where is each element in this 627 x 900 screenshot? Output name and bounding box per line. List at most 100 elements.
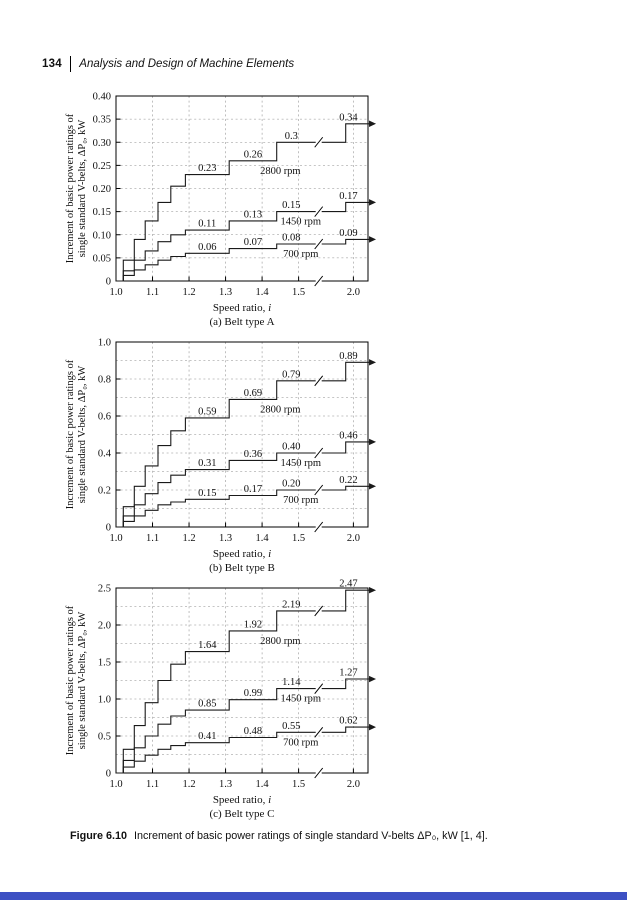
x-tick-label: 1.5 (292, 779, 305, 790)
series-1450-rpm: 0.31 0.36 0.40 0.46 1450 rpm (116, 430, 377, 528)
x-tick-label: 1.0 (109, 779, 122, 790)
x-axis-break-mark (314, 767, 324, 779)
value-label: 2.47 (339, 579, 357, 590)
curve-break-mark (314, 447, 324, 459)
value-label: 1.92 (244, 619, 262, 630)
value-label: 0.23 (198, 163, 216, 174)
x-tick-label: 1.2 (182, 287, 195, 298)
series-name-label: 700 rpm (283, 737, 318, 748)
value-label: 0.99 (244, 688, 262, 699)
series-name-label: 2800 rpm (260, 166, 301, 177)
x-tick-label: 1.2 (182, 533, 195, 544)
y-tick-label: 0.4 (98, 449, 112, 460)
y-tick-label: 0.05 (93, 253, 111, 264)
value-label: 0.11 (198, 219, 216, 230)
y-tick-label: 2.5 (98, 584, 111, 595)
y-axis-title-line1: Increment of basic power ratings of (65, 113, 76, 263)
series-name-label: 700 rpm (283, 249, 318, 260)
x-axis-title: Speed ratio, i (213, 794, 271, 806)
x-tick-label: 1.5 (292, 533, 305, 544)
value-label: 0.59 (198, 406, 216, 417)
arrow-head-icon (369, 675, 377, 683)
step-curve (116, 201, 370, 282)
chart-belt-type-b: 0 0.2 0.4 0.6 0.8 1.0 1.0 1.1 1.2 1.3 1.4 1.5 2.0 0.5… (65, 338, 377, 574)
running-head: Analysis and Design of Machine Elements (79, 58, 295, 70)
y-axis-title-line2: single standard V-belts, ΔP₀, kW (77, 612, 88, 750)
chart-belt-type-a: 0 0.05 0.10 0.15 0.20 0.25 0.30 0.35 0.40 1.0 1.1 1… (65, 92, 377, 328)
y-tick-label: 0 (106, 769, 111, 780)
y-tick-label: 0.6 (98, 412, 111, 423)
value-label: 0.41 (198, 731, 216, 742)
gridlines (116, 96, 368, 281)
x-axis-title: Speed ratio, i (213, 548, 271, 560)
curve-break-mark (314, 136, 324, 148)
series-name-label: 700 rpm (283, 495, 318, 506)
curve-break-mark (314, 206, 324, 217)
series-2800-rpm: 1.64 1.92 2.19 2.47 2800 rpm (116, 579, 377, 774)
value-label: 0.48 (244, 726, 262, 737)
value-label: 0.20 (282, 479, 300, 490)
chart-subcaption: (c) Belt type C (209, 808, 274, 820)
arrow-head-icon (369, 199, 377, 206)
arrow-head-icon (369, 587, 377, 594)
page-number: 134 (42, 58, 62, 70)
arrow-head-icon (369, 120, 377, 127)
x-tick-label: 2.0 (347, 287, 360, 298)
series-2800-rpm: 0.59 0.69 0.79 0.89 2800 rpm (116, 351, 377, 528)
curve-break-mark (314, 375, 324, 387)
y-tick-label: 0 (106, 277, 111, 288)
value-label: 0.13 (244, 209, 262, 220)
step-curve (116, 361, 370, 528)
value-label: 0.07 (244, 237, 262, 248)
value-label: 1.64 (198, 640, 217, 651)
value-label: 0.15 (198, 488, 216, 499)
step-curve (116, 589, 370, 774)
page-header: 134 Analysis and Design of Machine Eleme… (42, 56, 294, 72)
y-tick-label: 1.0 (98, 338, 111, 349)
value-label: 0.46 (339, 430, 357, 441)
value-label: 0.17 (244, 484, 262, 495)
y-axis-title-line2: single standard V-belts, ΔP₀, kW (77, 366, 88, 504)
curve-break-mark (314, 726, 324, 738)
step-curve (116, 485, 370, 528)
value-label: 0.69 (244, 388, 262, 399)
value-label: 0.06 (198, 242, 216, 253)
x-tick-label: 1.4 (256, 287, 270, 298)
y-tick-label: 1.0 (98, 695, 111, 706)
plot-frame (115, 587, 369, 774)
series-name-label: 1450 rpm (281, 694, 322, 705)
y-tick-label: 0.25 (93, 161, 111, 172)
x-tick-label: 1.3 (219, 533, 232, 544)
y-tick-label: 0.2 (98, 486, 111, 497)
value-label: 0.3 (285, 131, 298, 142)
y-tick-label: 0.20 (93, 184, 111, 195)
series-1450-rpm: 0.85 0.99 1.14 1.27 1450 rpm (116, 668, 377, 774)
value-label: 0.34 (339, 112, 358, 123)
y-tick-label: 0.5 (98, 732, 111, 743)
value-label: 1.14 (282, 677, 301, 688)
curve-break-mark (314, 683, 324, 694)
x-tick-label: 1.2 (182, 779, 195, 790)
y-tick-label: 0.30 (93, 138, 111, 149)
value-label: 0.08 (282, 233, 300, 244)
axes: 0 0.5 1.0 1.5 2.0 2.5 1.0 1.1 1.2 1.3 1.4 1.5 2.0 (98, 584, 360, 791)
axes: 0 0.2 0.4 0.6 0.8 1.0 1.0 1.1 1.2 1.3 1.4 1.5 2.0 (98, 338, 360, 545)
y-tick-label: 0.40 (93, 92, 111, 103)
value-label: 0.15 (282, 200, 300, 211)
figure-caption-label: Figure 6.10 (70, 830, 128, 842)
y-tick-label: 0.15 (93, 207, 111, 218)
x-tick-label: 1.5 (292, 287, 305, 298)
gridlines (116, 588, 368, 773)
value-label: 0.36 (244, 449, 262, 460)
y-axis-title-line2: single standard V-belts, ΔP₀, kW (77, 120, 88, 258)
series-1450-rpm: 0.11 0.13 0.15 0.17 1450 rpm (116, 191, 377, 282)
value-label: 0.09 (339, 228, 357, 239)
value-label: 0.26 (244, 149, 262, 160)
x-tick-label: 1.4 (256, 779, 270, 790)
y-tick-label: 0 (106, 523, 111, 534)
arrow-head-icon (369, 236, 377, 243)
value-label: 0.79 (282, 369, 300, 380)
y-axis-title-line1: Increment of basic power ratings of (65, 359, 76, 509)
axes: 0 0.05 0.10 0.15 0.20 0.25 0.30 0.35 0.40 1.0 1.1 1… (93, 92, 360, 299)
value-label: 1.27 (339, 668, 357, 679)
